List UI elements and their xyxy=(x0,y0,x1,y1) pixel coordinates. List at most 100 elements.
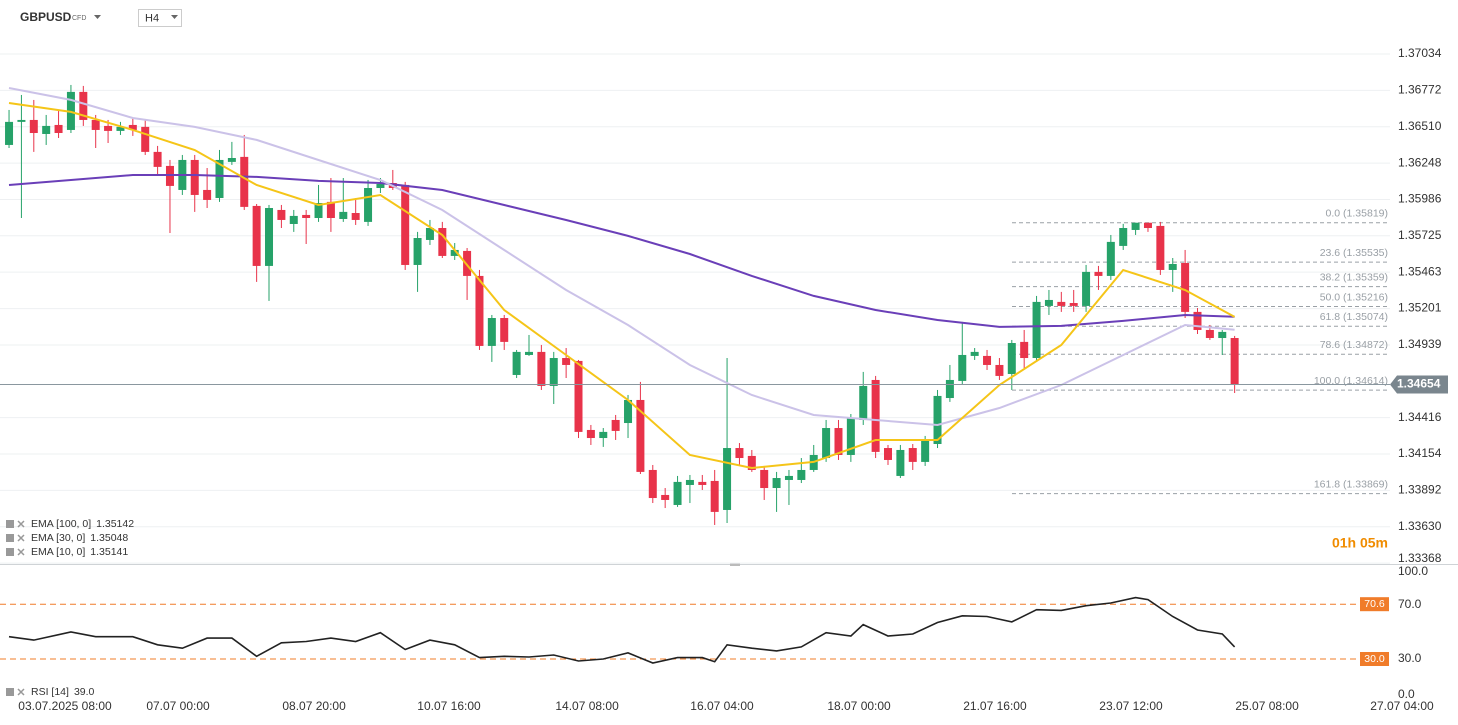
legend-value: 1.35048 xyxy=(90,532,128,544)
x-tick-label: 18.07 00:00 xyxy=(827,699,891,713)
candle-body xyxy=(1181,263,1190,312)
ema-line xyxy=(8,87,1235,427)
y-tick-label: 1.33630 xyxy=(1398,519,1442,533)
rsi-level-label: 30.0 xyxy=(1364,653,1385,665)
fibonacci-label: 23.6 (1.35535) xyxy=(1320,247,1388,259)
legend-name: EMA [100, 0] xyxy=(31,518,91,530)
candle-body xyxy=(1230,338,1239,385)
legend-icon xyxy=(6,548,14,556)
legend-name: EMA [30, 0] xyxy=(31,532,85,544)
candle-body xyxy=(784,475,793,480)
candle-body xyxy=(1143,222,1152,229)
legend-icon xyxy=(6,534,14,542)
candle-body xyxy=(1032,301,1041,359)
candle-body xyxy=(1020,341,1029,359)
candle-body xyxy=(871,379,880,452)
rsi-tick-label: 0.0 xyxy=(1398,687,1415,701)
panel-resize-handle[interactable] xyxy=(730,563,740,566)
candle-body xyxy=(314,203,323,219)
candle-body xyxy=(190,159,199,195)
candle-body xyxy=(574,360,583,432)
timeframe[interactable]: H4 xyxy=(145,12,159,24)
symbol-dropdown[interactable] xyxy=(94,15,101,19)
candle-body xyxy=(624,399,633,424)
x-tick-label: 03.07.2025 08:00 xyxy=(18,699,112,713)
y-tick-label: 1.34416 xyxy=(1398,410,1442,424)
candle-body xyxy=(265,208,274,266)
fibonacci-label: 0.0 (1.35819) xyxy=(1326,208,1388,220)
candle-body xyxy=(1119,228,1128,246)
x-tick-label: 10.07 16:00 xyxy=(417,699,481,713)
candle-body xyxy=(970,351,979,356)
candle-body xyxy=(710,480,719,512)
timeframe-dropdown[interactable] xyxy=(171,15,178,19)
candle-body xyxy=(351,213,360,220)
x-tick-label: 07.07 00:00 xyxy=(146,699,210,713)
candle-body xyxy=(425,228,434,240)
timeframe-box[interactable] xyxy=(138,9,182,27)
candle-body xyxy=(203,189,212,200)
candle-body xyxy=(908,448,917,462)
legend-close[interactable] xyxy=(17,520,25,528)
legend-close[interactable] xyxy=(17,548,25,556)
instrument: CFD xyxy=(72,15,86,22)
candle-body xyxy=(685,479,694,485)
y-tick-label: 1.33892 xyxy=(1398,483,1442,497)
candle-body xyxy=(450,249,459,256)
legend-value: 1.35141 xyxy=(90,546,128,558)
rsi-tick-label: 70.0 xyxy=(1398,597,1422,611)
legend-close[interactable] xyxy=(17,534,25,542)
symbol[interactable]: GBPUSD xyxy=(20,10,72,24)
fibonacci-label: 100.0 (1.34614) xyxy=(1314,375,1388,387)
candle-body xyxy=(995,364,1004,376)
candle-body xyxy=(760,469,769,489)
candle-body xyxy=(401,184,410,265)
x-tick-label: 08.07 20:00 xyxy=(282,699,346,713)
candle-body xyxy=(1094,271,1103,276)
candle-body xyxy=(562,358,571,365)
fibonacci-label: 38.2 (1.35359) xyxy=(1320,271,1388,283)
candle-body xyxy=(438,228,447,256)
candle-body xyxy=(116,126,125,131)
y-tick-label: 1.35463 xyxy=(1398,264,1442,278)
rsi-tick-label: 100.0 xyxy=(1398,564,1428,578)
candle-countdown: 01h 05m xyxy=(1332,535,1388,551)
candle-body xyxy=(1007,343,1016,374)
candle-body xyxy=(141,126,150,152)
legend-icon xyxy=(6,688,14,696)
candle-body xyxy=(364,188,373,222)
y-tick-label: 1.35986 xyxy=(1398,192,1442,206)
rsi-level-badge xyxy=(1360,597,1389,612)
candle-body xyxy=(549,358,558,386)
candle-body xyxy=(921,439,930,462)
candle-body xyxy=(104,125,113,131)
x-tick-label: 14.07 08:00 xyxy=(555,699,619,713)
candle-body xyxy=(1193,311,1202,330)
candle-body xyxy=(487,318,496,346)
candle-body xyxy=(1044,299,1053,306)
x-tick-label: 21.07 16:00 xyxy=(963,699,1027,713)
y-tick-label: 1.34154 xyxy=(1398,446,1442,460)
candle-body xyxy=(1069,303,1078,306)
y-tick-label: 1.33368 xyxy=(1398,551,1442,565)
rsi-legend-name: RSI [14] xyxy=(31,686,69,698)
ema-line xyxy=(8,174,1235,328)
candle-body xyxy=(339,211,348,219)
candle-body xyxy=(822,428,831,459)
candle-body xyxy=(1218,331,1227,339)
rsi-legend-value: 39.0 xyxy=(74,686,95,698)
candle-body xyxy=(1106,241,1115,276)
rsi-level-badge xyxy=(1360,652,1389,666)
legend-close[interactable] xyxy=(17,688,25,696)
fibonacci-label: 78.6 (1.34872) xyxy=(1320,339,1388,351)
candle-body xyxy=(586,429,595,439)
candle-body xyxy=(79,91,88,120)
candle-body xyxy=(376,183,385,189)
y-tick-label: 1.35725 xyxy=(1398,228,1442,242)
candle-body xyxy=(1156,225,1165,270)
candle-body xyxy=(859,385,868,420)
fibonacci-label: 50.0 (1.35216) xyxy=(1320,291,1388,303)
